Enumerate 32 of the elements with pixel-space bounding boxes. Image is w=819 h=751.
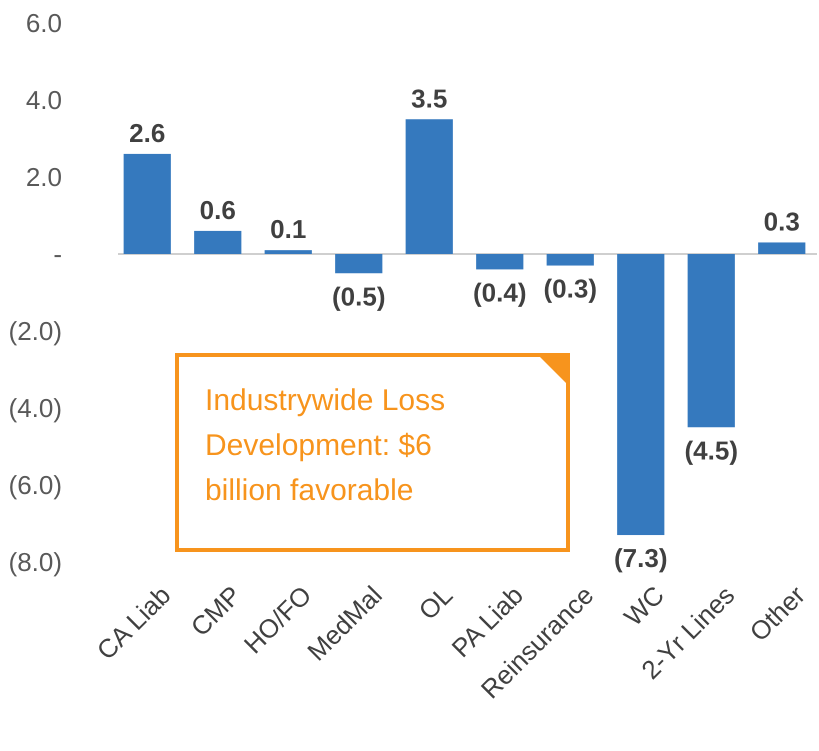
- bar: [194, 230, 242, 254]
- bar: [688, 254, 735, 428]
- bar: [335, 254, 382, 274]
- data-label: 2.6: [129, 118, 166, 148]
- bar: [264, 250, 312, 254]
- bar: [406, 119, 453, 254]
- x-tick-label: OL: [412, 580, 458, 626]
- y-tick-label: 4.0: [26, 85, 62, 116]
- y-tick-label: (4.0): [8, 393, 62, 424]
- data-label: (4.5): [684, 435, 738, 466]
- bar: [476, 254, 524, 270]
- y-tick-label: (8.0): [8, 547, 62, 578]
- bar: [758, 242, 806, 254]
- data-label: (7.3): [614, 543, 668, 574]
- x-tick-label: CA Liab: [90, 580, 176, 666]
- data-label: (0.4): [473, 277, 526, 308]
- x-tick-label: WC: [618, 580, 670, 632]
- annotation: Industrywide Loss Development: $6 billion favorable: [205, 384, 446, 507]
- bar: [617, 254, 664, 536]
- y-tick-label: 2.0: [26, 162, 62, 192]
- data-label: 0.6: [200, 194, 236, 225]
- data-label: 0.3: [764, 206, 800, 236]
- y-tick-label: (2.0): [8, 316, 62, 346]
- data-label: (0.5): [332, 281, 386, 312]
- bar: [546, 254, 594, 266]
- data-label: (0.3): [544, 274, 597, 304]
- data-label: 0.1: [270, 214, 306, 244]
- bar: [124, 154, 171, 254]
- y-tick-label: -: [53, 239, 62, 270]
- y-tick-label: (6.0): [8, 470, 62, 500]
- y-tick-label: 6.0: [26, 8, 62, 38]
- data-label: 3.5: [411, 83, 448, 114]
